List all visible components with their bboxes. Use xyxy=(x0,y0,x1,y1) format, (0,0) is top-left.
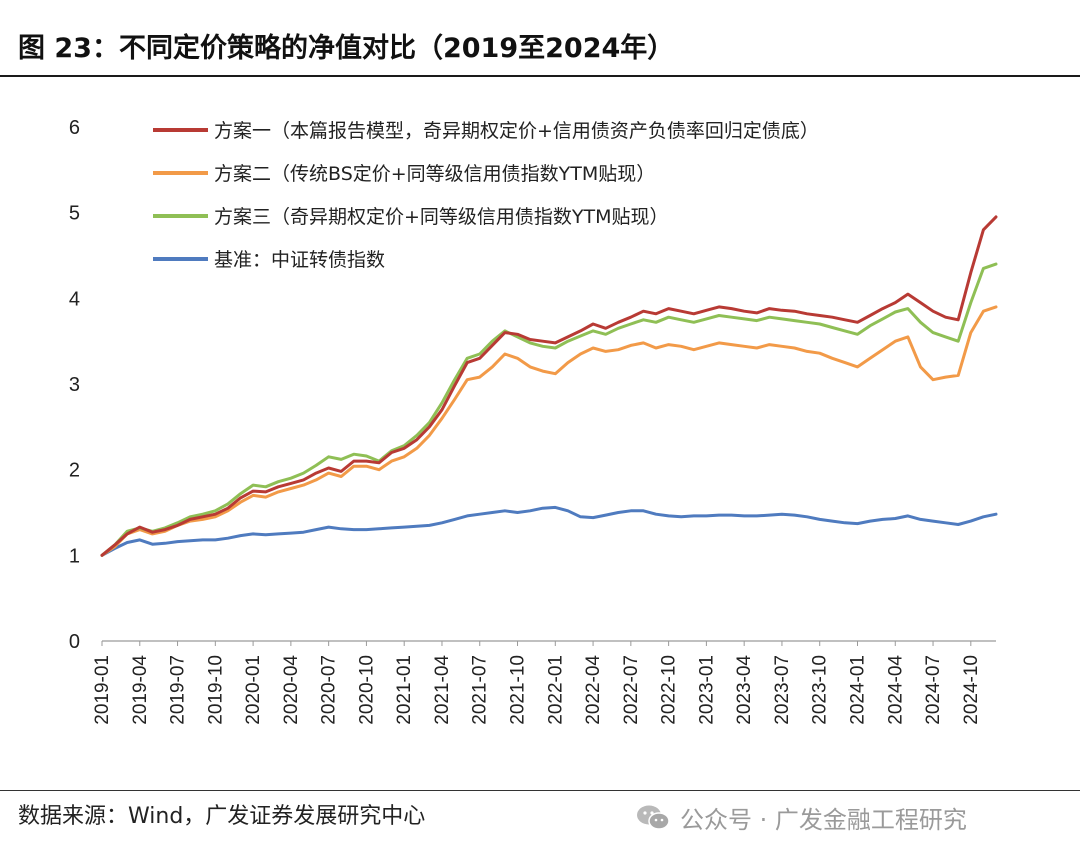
source-note: 数据来源：Wind，广发证券发展研究中心 xyxy=(18,804,426,829)
legend: 方案一（本篇报告模型，奇异期权定价+信用债资产负债率回归定债底） 方案二（传统BS… xyxy=(153,120,819,271)
x-tick-label: 2020-07 xyxy=(319,655,340,725)
x-tick-label: 2023-07 xyxy=(772,655,793,725)
x-tick-label: 2022-10 xyxy=(659,655,680,725)
x-tick-label: 2023-10 xyxy=(810,655,831,725)
watermark: 公众号 · 广发金融工程研究 xyxy=(636,800,967,835)
x-tick-label: 2021-04 xyxy=(432,655,453,725)
x-tick-label: 2022-04 xyxy=(583,655,604,725)
x-tick-label: 2020-04 xyxy=(281,655,302,725)
x-tick-label: 2023-01 xyxy=(696,655,717,725)
legend-label-3: 方案三（奇异期权定价+同等级信用债指数YTM贴现） xyxy=(214,206,669,228)
y-tick-label: 6 xyxy=(69,117,80,139)
x-tick-label: 2021-01 xyxy=(394,655,415,725)
footer-divider xyxy=(0,790,1080,791)
wechat-icon xyxy=(637,805,670,830)
y-tick-label: 3 xyxy=(69,374,80,396)
y-tick-label: 1 xyxy=(69,545,80,567)
legend-label-1: 方案一（本篇报告模型，奇异期权定价+信用债资产负债率回归定债底） xyxy=(214,120,819,142)
x-tick-label: 2022-07 xyxy=(621,655,642,725)
x-tick-label: 2021-10 xyxy=(508,655,529,725)
x-axis: 2019-01 2019-04 2019-07 2019-10 2020-01 2020-… xyxy=(92,640,996,725)
x-tick-label: 2023-04 xyxy=(734,655,755,725)
legend-label-4: 基准：中证转债指数 xyxy=(214,249,385,271)
nav-comparison-chart: 0 1 2 3 4 5 6 2019-01 2019-04 2019-07 2019-10 2020… xyxy=(69,117,998,725)
x-tick-label: 2024-01 xyxy=(847,655,868,725)
y-tick-label: 4 xyxy=(69,288,80,310)
x-tick-label: 2019-10 xyxy=(205,655,226,725)
x-tick-label: 2019-07 xyxy=(168,655,189,725)
figure-header: 图 23：不同定价策略的净值对比（2019至2024年） xyxy=(0,0,1080,78)
x-tick-label: 2019-01 xyxy=(92,655,113,725)
series-line-3 xyxy=(100,262,998,557)
x-tick-label: 2024-04 xyxy=(885,655,906,725)
y-tick-label: 5 xyxy=(69,203,80,225)
figure-title: 图 23：不同定价策略的净值对比（2019至2024年） xyxy=(18,33,675,64)
title-divider xyxy=(0,75,1080,77)
series-line-4 xyxy=(100,505,998,557)
watermark-text: 公众号 · 广发金融工程研究 xyxy=(680,806,967,834)
series-layer xyxy=(100,215,998,557)
x-tick-label: 2019-04 xyxy=(130,655,151,725)
y-tick-label: 0 xyxy=(69,631,80,653)
x-tick-label: 2020-01 xyxy=(243,655,264,725)
x-tick-label: 2024-10 xyxy=(961,655,982,725)
y-tick-label: 2 xyxy=(69,460,80,482)
x-tick-label: 2024-07 xyxy=(923,655,944,725)
x-tick-label: 2022-01 xyxy=(545,655,566,725)
legend-label-2: 方案二（传统BS定价+同等级信用债指数YTM贴现） xyxy=(214,163,655,185)
x-tick-label: 2021-07 xyxy=(470,655,491,725)
x-tick-label: 2020-10 xyxy=(356,655,377,725)
series-line-1 xyxy=(100,215,998,557)
series-line-2 xyxy=(100,305,998,557)
y-axis: 0 1 2 3 4 5 6 xyxy=(69,117,80,653)
